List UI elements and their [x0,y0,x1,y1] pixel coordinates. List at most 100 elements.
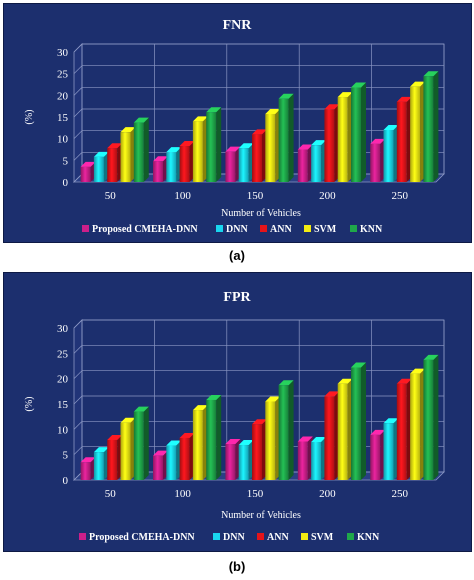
bar [179,437,190,480]
bar-top [351,82,366,88]
x-tick-label: 50 [105,190,117,202]
x-axis-label: Number of Vehicles [221,510,301,521]
bar [120,422,131,480]
bar-top [410,81,426,87]
legend-swatch [82,225,89,232]
legend-swatch [260,225,267,232]
legend-swatch [79,533,86,540]
bar [324,109,335,182]
y-tick-label: 10 [57,424,69,436]
y-tick-label: 15 [57,399,69,411]
legend-swatch [216,225,223,232]
bar-top [133,117,149,123]
bar [133,122,144,182]
x-tick-label: 100 [174,488,191,500]
legend-swatch [257,533,264,540]
bar [278,98,289,182]
legend-label: KNN [360,224,383,235]
bar-top [192,405,208,411]
bar [265,113,276,182]
bar [179,146,190,182]
y-axis-label: (%) [24,110,35,125]
bar-top [396,96,412,102]
bar-top [179,432,195,438]
y-axis-label: (%) [24,397,35,412]
y-tick-label: 25 [57,69,69,81]
legend-label: ANN [270,224,292,235]
bar [206,399,217,480]
fnr-chart: FNR 0 5 10 15 20 25 30 50 100 150 200 250 (%) Number o… [24,18,445,235]
bar [383,423,394,480]
bar-top [370,138,386,144]
bar-top [153,450,168,456]
bar [166,445,177,480]
bar-side [216,394,222,480]
y-tick-label: 0 [63,177,69,189]
legend-label: DNN [223,532,245,543]
bar-top [278,380,294,386]
legend-swatch [304,225,311,232]
caption-b: (b) [228,559,246,574]
bar-top [351,362,366,368]
bar [225,151,236,182]
bar-top [265,396,281,402]
bar-top [337,92,353,98]
bar-side [361,82,366,182]
legend-label: Proposed CMEHA-DNN [89,532,195,543]
x-tick-label: 150 [247,488,264,500]
bar-top [225,439,241,445]
legend-label: Proposed CMEHA-DNN [92,224,198,235]
x-tick-label: 100 [174,190,191,202]
bar [93,452,104,480]
bar-top [423,71,439,77]
bar-top [410,368,426,374]
bar-side [433,354,439,480]
bar [324,396,335,480]
x-tick-label: 200 [319,488,336,500]
legend-label: SVM [314,224,337,235]
gridline [73,86,444,96]
bar [93,156,104,182]
bar-top [297,436,313,442]
y-tick-label: 0 [63,475,69,487]
bar-top [337,378,353,384]
x-tick-label: 150 [247,190,264,202]
bar [133,411,144,480]
gridline [73,370,444,379]
bar [238,148,249,182]
bar-top [396,378,412,384]
gridline [73,395,444,405]
bar-top [153,156,168,162]
bar [80,462,91,480]
bar [107,148,118,182]
legend-swatch [350,225,357,232]
x-tick-label: 250 [392,488,409,500]
bar-top [107,143,123,149]
bar [311,442,322,480]
bar-top [80,161,96,167]
bar-top [311,437,327,442]
bar [80,166,91,182]
bar-side [143,117,149,182]
chart-title: FPR [223,290,251,305]
bar-top [311,140,327,146]
bar [423,359,434,480]
bar [351,87,361,182]
gridline [73,344,444,354]
bar [206,112,217,182]
bar [278,385,289,480]
bar-side [288,380,294,480]
bar-top [238,440,254,446]
legend-swatch [213,533,220,540]
y-tick-label: 10 [57,134,69,146]
x-axis-label: Number of Vehicles [221,208,301,219]
bar-top [120,127,136,133]
bar [370,434,381,480]
bar [297,441,308,480]
y-tick-label: 5 [63,155,69,167]
y-tick-label: 5 [63,450,69,462]
bar-top [192,116,208,122]
bar [396,101,407,182]
bar-top [166,147,182,153]
bar [297,149,308,182]
